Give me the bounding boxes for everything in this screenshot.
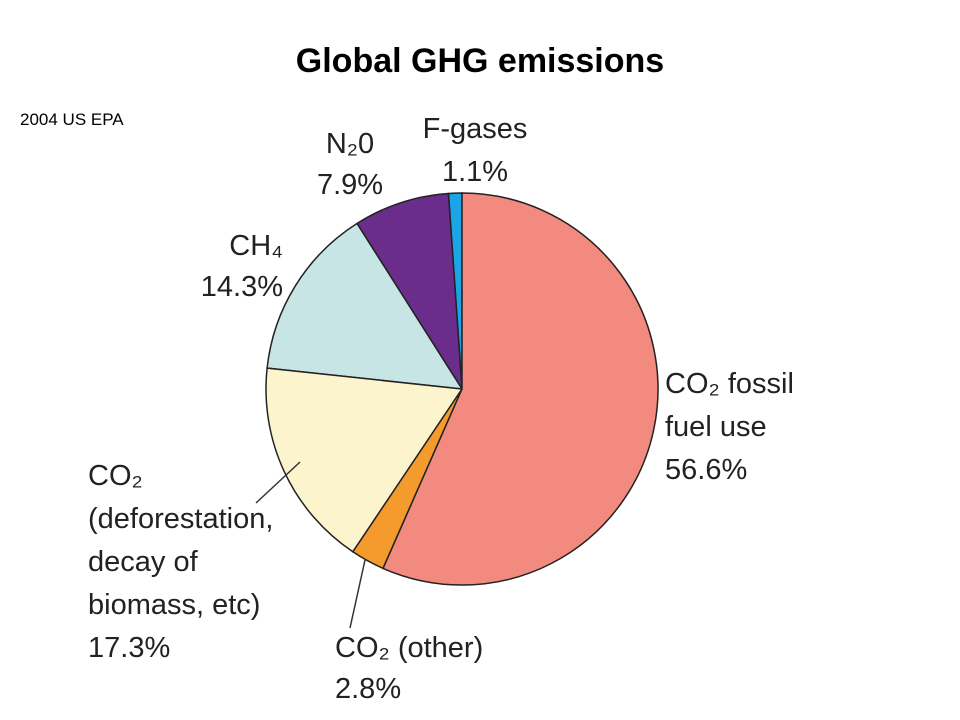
leader-line: [349, 559, 366, 629]
leader-line: [255, 461, 301, 504]
slide-title: Global GHG emissions: [295, 42, 665, 80]
slice-label: N₂0: [325, 128, 375, 160]
pie-slice: [266, 222, 464, 390]
pie-slice: [265, 367, 464, 553]
slice-value: 2.8%: [335, 673, 402, 705]
slice-value: 56.6%: [665, 454, 748, 486]
source-note: 2004 US EPA: [20, 110, 124, 129]
slice-label: CO₂ (deforestation, decay of biomass, et…: [88, 460, 274, 621]
slice-value: 7.9%: [316, 169, 384, 201]
slice-value: 14.3%: [200, 271, 283, 303]
pie-slice: [382, 192, 659, 586]
slice-label: CO₂ fossil fuel use: [665, 368, 794, 443]
slice-label: CO₂ (other): [335, 632, 484, 664]
slice-value: 1.1%: [441, 156, 509, 188]
slice-label: CH₄: [229, 230, 283, 262]
slice-value: 17.3%: [88, 632, 171, 664]
pie-slice: [355, 192, 463, 390]
slice-label: F-gases: [422, 113, 528, 145]
